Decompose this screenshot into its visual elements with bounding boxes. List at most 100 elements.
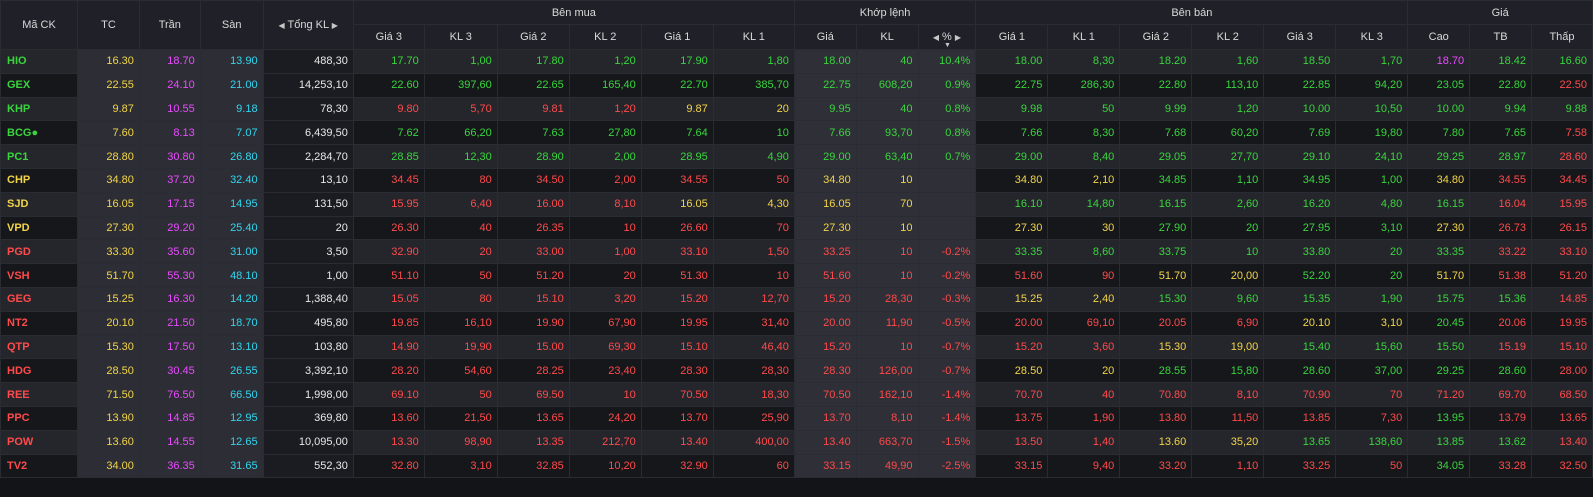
header-sell-vol1[interactable]: KL 1	[1047, 24, 1121, 50]
table-row[interactable]: REE 71.50 76.50 66.50 1,998,00 69.10 50 69.50 10…	[0, 382, 1593, 407]
buy-vol2-cell: 67,90	[568, 310, 642, 336]
sell-price3-cell: 13.65	[1263, 429, 1337, 455]
sell-vol2-cell: 2,60	[1191, 191, 1265, 217]
table-row[interactable]: GEG 15.25 16.30 14.20 1,388,40 15.05 80 15.10 3,…	[0, 286, 1593, 312]
high-price-cell: 20.45	[1407, 310, 1471, 336]
table-row[interactable]: POW 13.60 14.55 12.65 10,095,00 13.30 98,90 13.…	[0, 429, 1593, 455]
header-buy-vol3[interactable]: KL 3	[423, 24, 498, 50]
header-sell-price3[interactable]: Giá 3	[1263, 24, 1337, 50]
table-row[interactable]: TV2 34.00 36.35 31.65 552,30 32.80 3,10 32.85 10…	[0, 453, 1593, 479]
buy-price3-cell: 34.45	[352, 167, 425, 193]
buy-price2-cell: 33.00	[496, 239, 570, 265]
header-total-volume[interactable]: ◀ Tổng KL ▶	[262, 0, 354, 50]
sell-price1-cell: 29.00	[975, 144, 1049, 169]
high-price-cell: 34.05	[1407, 453, 1471, 479]
sell-vol2-cell: 20,00	[1191, 263, 1265, 288]
low-price-cell: 33.10	[1530, 239, 1593, 265]
match-percent-cell: -0.7%	[917, 334, 977, 360]
header-match-price[interactable]: Giá	[793, 24, 857, 50]
header-buy-price2[interactable]: Giá 2	[496, 24, 570, 50]
ceil-price-cell: 14.85	[138, 405, 201, 431]
header-sell-vol3[interactable]: KL 3	[1335, 24, 1409, 50]
total-volume-cell: 13,10	[262, 167, 354, 193]
buy-price2-cell: 15.10	[496, 286, 570, 312]
chevron-right-icon[interactable]: ▶	[954, 33, 962, 42]
chevron-left-icon[interactable]: ◀	[932, 33, 939, 42]
ref-price-cell: 28.50	[77, 358, 140, 384]
table-row[interactable]: GEX 22.55 24.10 21.00 14,253,10 22.60 397,60 22…	[0, 72, 1593, 98]
buy-price2-cell: 28.25	[496, 358, 570, 384]
match-volume-cell: 70	[855, 191, 919, 217]
ceil-price-cell: 24.10	[138, 72, 201, 98]
header-avg[interactable]: TB	[1469, 24, 1532, 50]
low-price-cell: 22.50	[1530, 72, 1593, 98]
chevron-right-icon[interactable]: ▶	[331, 21, 338, 30]
buy-price3-cell: 32.90	[352, 239, 425, 265]
symbol-cell: TV2	[0, 453, 79, 479]
ref-price-cell: 9.87	[77, 96, 140, 122]
header-symbol[interactable]: Mã CK	[0, 0, 79, 50]
table-row[interactable]: HIO 16.30 18.70 13.90 488,30 17.70 1,00 17.80 1,…	[0, 49, 1593, 74]
table-row[interactable]: PC1 28.80 30.80 26.80 2,284,70 28.85 12,30 28.9…	[0, 144, 1593, 169]
avg-price-cell: 22.80	[1469, 72, 1532, 98]
header-match-percent[interactable]: ◀ % ▼ ▶	[917, 24, 977, 50]
symbol-cell: HIO	[0, 49, 79, 74]
table-row[interactable]: VSH 51.70 55.30 48.10 1,00 51.10 50 51.20 20 51.3…	[0, 263, 1593, 288]
floor-price-cell: 26.80	[199, 144, 264, 169]
buy-price2-cell: 32.85	[496, 453, 570, 479]
ceil-price-cell: 55.30	[138, 263, 201, 288]
low-price-cell: 32.50	[1530, 453, 1593, 479]
buy-vol3-cell: 1,00	[423, 49, 498, 74]
header-sell-price2[interactable]: Giá 2	[1119, 24, 1193, 50]
floor-price-cell: 26.55	[199, 358, 264, 384]
header-low[interactable]: Thấp	[1530, 24, 1593, 50]
match-price-cell: 28.30	[793, 358, 857, 384]
ref-price-cell: 15.30	[77, 334, 140, 360]
sell-vol2-cell: 1,60	[1191, 49, 1265, 74]
buy-price2-cell: 34.50	[496, 167, 570, 193]
table-row[interactable]: PGD 33.30 35.60 31.00 3,50 32.90 20 33.00 1,00 33…	[0, 239, 1593, 265]
header-ref[interactable]: TC	[77, 0, 140, 50]
low-price-cell: 13.40	[1530, 429, 1593, 455]
header-high[interactable]: Cao	[1407, 24, 1471, 50]
match-price-cell: 18.00	[793, 49, 857, 74]
floor-price-cell: 18.70	[199, 310, 264, 336]
avg-price-cell: 15.19	[1469, 334, 1532, 360]
header-match-volume[interactable]: KL	[855, 24, 919, 50]
header-buy-vol1[interactable]: KL 1	[712, 24, 795, 50]
table-row[interactable]: NT2 20.10 21.50 18.70 495,80 19.85 16,10 19.90 6…	[0, 310, 1593, 336]
ceil-price-cell: 18.70	[138, 49, 201, 74]
match-volume-cell: 40	[855, 96, 919, 122]
table-row[interactable]: CHP 34.80 37.20 32.40 13,10 34.45 80 34.50 2,00 3…	[0, 167, 1593, 193]
table-row[interactable]: HDG 28.50 30.45 26.55 3,392,10 28.20 54,60 28.2…	[0, 358, 1593, 384]
table-row[interactable]: PPC 13.90 14.85 12.95 369,80 13.60 21,50 13.65 2…	[0, 405, 1593, 431]
ceil-price-cell: 30.80	[138, 144, 201, 169]
header-buy-price1[interactable]: Giá 1	[640, 24, 714, 50]
buy-vol1-cell: 46,40	[712, 334, 795, 360]
match-volume-cell: 162,10	[855, 382, 919, 407]
sell-vol2-cell: 20	[1191, 215, 1265, 241]
match-volume-cell: 63,40	[855, 144, 919, 169]
sell-vol3-cell: 1,00	[1335, 167, 1409, 193]
sell-vol3-cell: 94,20	[1335, 72, 1409, 98]
buy-price2-cell: 69.50	[496, 382, 570, 407]
header-sell-price1[interactable]: Giá 1	[975, 24, 1049, 50]
table-row[interactable]: VPD 27.30 29.20 25.40 20 26.30 40 26.35 10 26.60 7…	[0, 215, 1593, 241]
table-row[interactable]: QTP 15.30 17.50 13.10 103,80 14.90 19,90 15.00 6…	[0, 334, 1593, 360]
total-volume-cell: 1,00	[262, 263, 354, 288]
chevron-left-icon[interactable]: ◀	[278, 21, 285, 30]
avg-price-cell: 69.70	[1469, 382, 1532, 407]
sell-vol1-cell: 8,30	[1047, 49, 1121, 74]
table-row[interactable]: SJD 16.05 17.15 14.95 131,50 15.95 6,40 16.00 8,…	[0, 191, 1593, 217]
table-row[interactable]: BCG● 7.60 8.13 7.07 6,439,50 7.62 66,20 7.63 27,…	[0, 120, 1593, 146]
header-ceil[interactable]: Trần	[138, 0, 201, 50]
header-buy-side: Bên mua	[352, 0, 795, 25]
total-volume-cell: 488,30	[262, 49, 354, 74]
header-buy-vol2[interactable]: KL 2	[568, 24, 642, 50]
header-buy-price3[interactable]: Giá 3	[352, 24, 425, 50]
table-row[interactable]: KHP 9.87 10.55 9.18 78,30 9.80 5,70 9.81 1,20 9.8…	[0, 96, 1593, 122]
header-floor[interactable]: Sàn	[199, 0, 264, 50]
match-percent-cell	[917, 215, 977, 241]
header-sell-vol2[interactable]: KL 2	[1191, 24, 1265, 50]
sort-desc-icon[interactable]: ▼	[943, 42, 951, 49]
